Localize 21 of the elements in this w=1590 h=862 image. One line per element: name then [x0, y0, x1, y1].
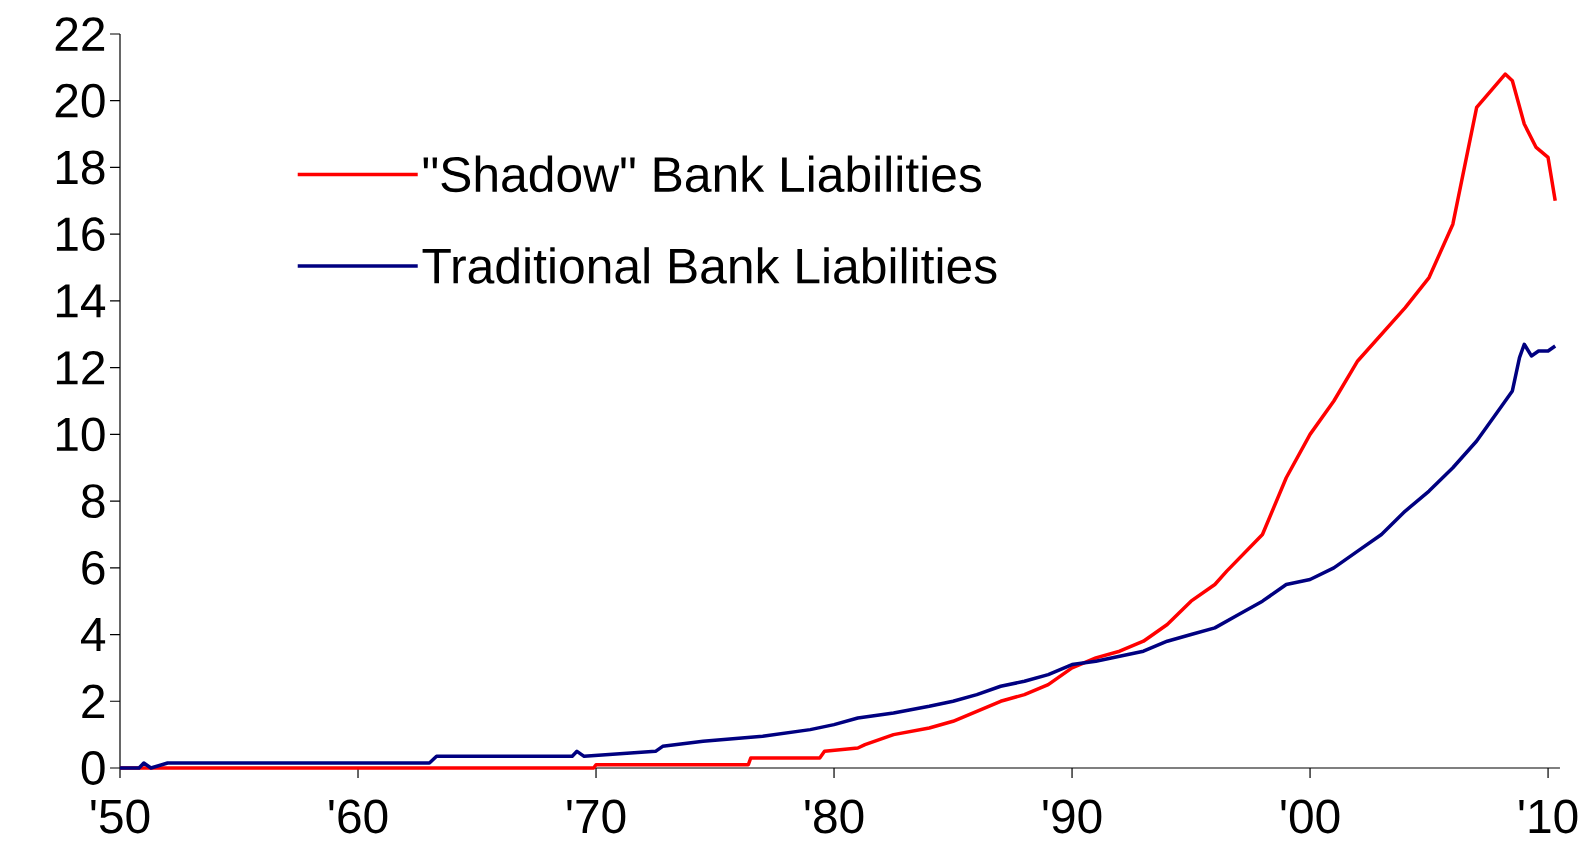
- y-tick-label: 8: [81, 484, 105, 519]
- x-tick-label: '50: [91, 799, 150, 834]
- y-tick-label: 2: [82, 684, 105, 718]
- y-tick-label: 20: [55, 83, 105, 118]
- y-tick-label: 10: [56, 417, 105, 452]
- y-tick-label: 22: [55, 17, 105, 51]
- x-tick-label: '60: [329, 799, 388, 834]
- legend-label: "Shadow" Bank Liabilities: [423, 155, 982, 193]
- x-tick-label: '10: [1519, 799, 1578, 834]
- y-tick-label: 18: [56, 150, 105, 185]
- y-tick-label: 6: [82, 550, 105, 585]
- y-tick-label: 14: [56, 284, 106, 318]
- legend-label: Traditional Bank Liabilities: [422, 247, 997, 284]
- y-tick-label: 0: [81, 751, 105, 785]
- y-tick-label: 4: [80, 618, 106, 651]
- x-tick-label: '80: [805, 799, 864, 834]
- x-tick-label: '70: [567, 799, 626, 834]
- y-tick-label: 16: [56, 217, 105, 252]
- x-tick-label: '90: [1043, 799, 1102, 834]
- x-tick-label: '00: [1281, 799, 1340, 834]
- y-tick-label: 12: [56, 350, 105, 385]
